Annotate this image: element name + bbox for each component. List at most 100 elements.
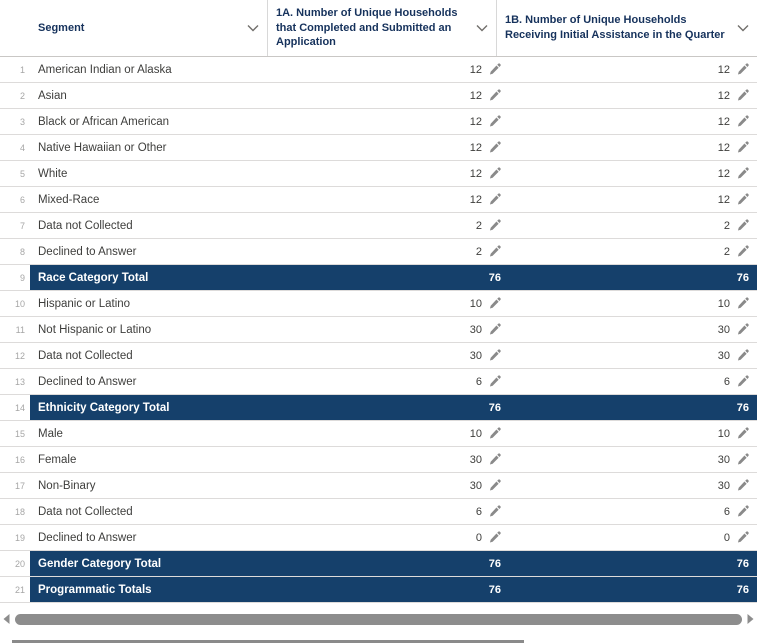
pencil-icon[interactable] bbox=[736, 505, 749, 518]
segment-label: Declined to Answer bbox=[38, 531, 137, 544]
cell-1a[interactable]: 12 bbox=[268, 109, 503, 134]
table-row: 18 Data not Collected 6 6 bbox=[0, 499, 757, 525]
cell-1b[interactable]: 2 bbox=[503, 213, 757, 238]
cell-1a[interactable]: 12 bbox=[268, 161, 503, 186]
cell-1a[interactable]: 0 bbox=[268, 525, 503, 550]
value-1a: 12 bbox=[469, 193, 482, 206]
cell-1b[interactable]: 0 bbox=[503, 525, 757, 550]
pencil-icon[interactable] bbox=[488, 453, 501, 466]
value-1b: 12 bbox=[717, 167, 730, 180]
segment-label: Not Hispanic or Latino bbox=[38, 323, 152, 336]
cell-1a[interactable]: 30 bbox=[268, 447, 503, 472]
pencil-icon[interactable] bbox=[488, 115, 501, 128]
cell-1b[interactable]: 12 bbox=[503, 109, 757, 134]
pencil-icon[interactable] bbox=[488, 297, 501, 310]
cell-1b[interactable]: 12 bbox=[503, 135, 757, 160]
cell-1a[interactable]: 12 bbox=[268, 135, 503, 160]
pencil-icon[interactable] bbox=[736, 323, 749, 336]
cell-1a[interactable]: 12 bbox=[268, 57, 503, 82]
value-1b: 10 bbox=[717, 297, 730, 310]
pencil-icon[interactable] bbox=[488, 193, 501, 206]
cell-1a[interactable]: 30 bbox=[268, 317, 503, 342]
value-1a: 30 bbox=[469, 323, 482, 336]
cell-1a[interactable]: 10 bbox=[268, 291, 503, 316]
cell-1b[interactable]: 10 bbox=[503, 421, 757, 446]
cell-1b[interactable]: 12 bbox=[503, 57, 757, 82]
chevron-down-icon[interactable] bbox=[476, 24, 488, 32]
cell-1b[interactable]: 10 bbox=[503, 291, 757, 316]
pencil-icon[interactable] bbox=[736, 245, 749, 258]
cell-1a[interactable]: 6 bbox=[268, 499, 503, 524]
cell-1b[interactable]: 30 bbox=[503, 447, 757, 472]
pencil-icon[interactable] bbox=[736, 193, 749, 206]
scroll-left-arrow-icon[interactable] bbox=[1, 614, 12, 624]
cell-1b[interactable]: 12 bbox=[503, 83, 757, 108]
pencil-icon[interactable] bbox=[736, 453, 749, 466]
pencil-icon[interactable] bbox=[488, 245, 501, 258]
chevron-down-icon[interactable] bbox=[737, 24, 749, 32]
scrollbar-track[interactable] bbox=[15, 613, 742, 625]
value-1b: 12 bbox=[717, 193, 730, 206]
data-grid: Segment 1A. Number of Unique Households … bbox=[0, 0, 757, 627]
cell-1a[interactable]: 12 bbox=[268, 83, 503, 108]
cell-1a[interactable]: 2 bbox=[268, 239, 503, 264]
pencil-icon[interactable] bbox=[488, 89, 501, 102]
pencil-icon[interactable] bbox=[736, 531, 749, 544]
cell-1a[interactable]: 30 bbox=[268, 473, 503, 498]
page-horizontal-scrollbar-partial[interactable] bbox=[12, 640, 524, 643]
column-header-segment[interactable]: Segment bbox=[30, 0, 268, 56]
table-row: 12 Data not Collected 30 30 bbox=[0, 343, 757, 369]
pencil-icon[interactable] bbox=[736, 427, 749, 440]
pencil-icon[interactable] bbox=[736, 115, 749, 128]
cell-1b[interactable]: 30 bbox=[503, 317, 757, 342]
table-row: 19 Declined to Answer 0 0 bbox=[0, 525, 757, 551]
pencil-icon[interactable] bbox=[488, 63, 501, 76]
cell-1b: 76 bbox=[503, 265, 757, 290]
pencil-icon[interactable] bbox=[736, 63, 749, 76]
table-row: 13 Declined to Answer 6 6 bbox=[0, 369, 757, 395]
cell-1a[interactable]: 6 bbox=[268, 369, 503, 394]
pencil-icon[interactable] bbox=[488, 323, 501, 336]
pencil-icon[interactable] bbox=[488, 531, 501, 544]
value-1b: 2 bbox=[723, 245, 730, 258]
cell-1b[interactable]: 12 bbox=[503, 187, 757, 212]
pencil-icon[interactable] bbox=[736, 89, 749, 102]
pencil-icon[interactable] bbox=[488, 349, 501, 362]
row-number: 4 bbox=[19, 142, 25, 153]
pencil-icon[interactable] bbox=[488, 167, 501, 180]
chevron-down-icon[interactable] bbox=[247, 24, 259, 32]
cell-1a[interactable]: 30 bbox=[268, 343, 503, 368]
segment-label: Programmatic Totals bbox=[38, 583, 152, 596]
pencil-icon[interactable] bbox=[736, 219, 749, 232]
cell-1a[interactable]: 12 bbox=[268, 187, 503, 212]
pencil-icon[interactable] bbox=[736, 167, 749, 180]
pencil-icon[interactable] bbox=[736, 375, 749, 388]
scrollbar-thumb[interactable] bbox=[15, 613, 742, 625]
cell-1a[interactable]: 2 bbox=[268, 213, 503, 238]
pencil-icon[interactable] bbox=[488, 219, 501, 232]
scroll-right-arrow-icon[interactable] bbox=[745, 614, 756, 624]
cell-1a: 76 bbox=[268, 551, 503, 576]
horizontal-scrollbar[interactable] bbox=[0, 611, 757, 627]
segment-label: Male bbox=[38, 427, 63, 440]
pencil-icon[interactable] bbox=[736, 141, 749, 154]
pencil-icon[interactable] bbox=[736, 349, 749, 362]
cell-1b[interactable]: 30 bbox=[503, 473, 757, 498]
pencil-icon[interactable] bbox=[488, 375, 501, 388]
pencil-icon[interactable] bbox=[488, 141, 501, 154]
column-header-1a[interactable]: 1A. Number of Unique Households that Com… bbox=[268, 0, 497, 56]
cell-1b[interactable]: 12 bbox=[503, 161, 757, 186]
cell-1a[interactable]: 10 bbox=[268, 421, 503, 446]
cell-1b[interactable]: 6 bbox=[503, 499, 757, 524]
cell-1b[interactable]: 6 bbox=[503, 369, 757, 394]
pencil-icon[interactable] bbox=[488, 479, 501, 492]
pencil-icon[interactable] bbox=[488, 505, 501, 518]
cell-1b[interactable]: 30 bbox=[503, 343, 757, 368]
pencil-icon[interactable] bbox=[736, 297, 749, 310]
row-number: 20 bbox=[14, 558, 25, 569]
row-number: 16 bbox=[14, 454, 25, 465]
pencil-icon[interactable] bbox=[736, 479, 749, 492]
pencil-icon[interactable] bbox=[488, 427, 501, 440]
cell-1b[interactable]: 2 bbox=[503, 239, 757, 264]
column-header-1b[interactable]: 1B. Number of Unique Households Receivin… bbox=[497, 0, 757, 56]
